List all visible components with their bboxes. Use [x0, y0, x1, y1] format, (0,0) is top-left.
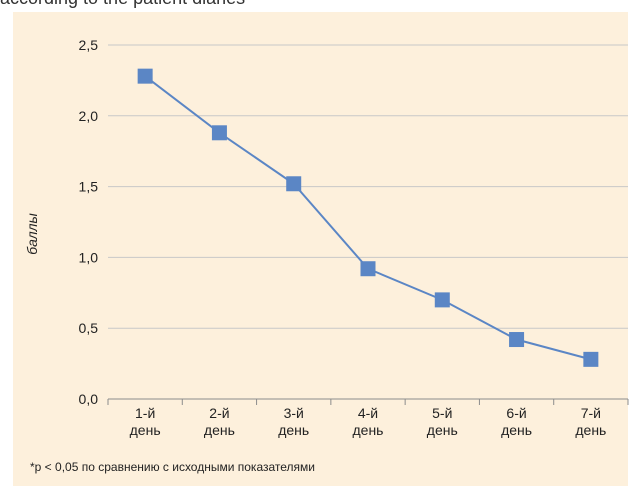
- x-tick-label: 4-й день: [353, 405, 384, 438]
- y-axis-label: баллы: [24, 213, 40, 255]
- y-tick-label: 1,5: [79, 179, 99, 195]
- y-tick-label: 1,0: [79, 249, 99, 265]
- data-point-marker: [360, 261, 376, 277]
- x-tick-label: 7-й день: [575, 405, 606, 438]
- gridlines: [108, 44, 628, 329]
- y-tick-label: 2,0: [79, 108, 99, 124]
- data-point-marker: [434, 292, 450, 308]
- y-tick-label: 2,5: [79, 37, 99, 53]
- x-tick-label: 6-й день: [501, 405, 532, 438]
- x-tick-label: 5-й день: [427, 405, 458, 438]
- series-line: [144, 75, 592, 361]
- x-tick-label: 3-й день: [278, 405, 309, 438]
- data-point-marker: [509, 332, 525, 348]
- data-point-marker: [583, 351, 599, 367]
- axes: [107, 398, 629, 405]
- caption-fragment: according to the patient diaries: [0, 0, 245, 9]
- x-tick-label: 1-й день: [130, 405, 161, 438]
- y-tick-label: 0,0: [79, 391, 99, 407]
- x-tick-label: 2-й день: [204, 405, 235, 438]
- data-point-marker: [211, 125, 227, 141]
- series: [137, 68, 599, 367]
- x-tick-labels: 1-й день 2-й день 3-й день 4-й день 5-й день 6-й де…: [130, 405, 607, 438]
- chart-panel: [13, 12, 628, 486]
- y-tick-label: 0,5: [79, 320, 99, 336]
- footnote: *p < 0,05 по сравнению с исходными показ…: [30, 460, 315, 474]
- data-point-marker: [286, 176, 302, 192]
- data-point-marker: [137, 68, 153, 84]
- y-tick-labels: 0,0 0,5 1,0 1,5 2,0 2,5: [79, 37, 99, 407]
